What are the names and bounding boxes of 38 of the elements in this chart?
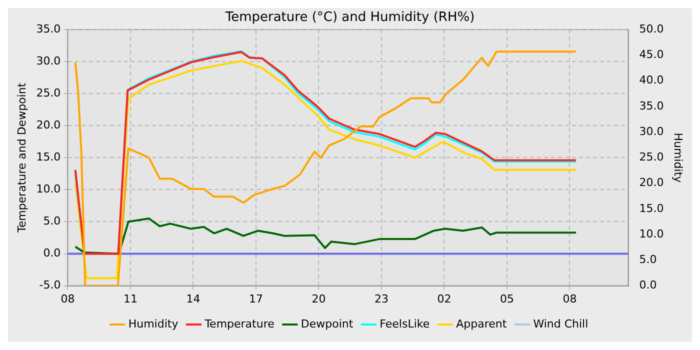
y2-axis-title: Humidity [672, 132, 685, 184]
x-tick-label: 05 [500, 292, 514, 306]
x-tick-label: 08 [60, 292, 75, 306]
chart-title: Temperature (°C) and Humidity (RH%) [224, 10, 475, 26]
y-tick-label: 35.0 [36, 22, 61, 36]
y-tick-label: 5.0 [43, 214, 61, 228]
y2-tick-label: 20.0 [639, 176, 664, 190]
y2-tick-label: 5.0 [639, 253, 657, 266]
y-tick-label: 15.0 [36, 150, 61, 164]
y-tick-label: 10.0 [36, 182, 61, 196]
y2-tick-label: 15.0 [639, 202, 664, 215]
y2-tick-label: 35.0 [639, 99, 664, 112]
x-tick-label: 23 [374, 292, 388, 306]
legend-label: Temperature [204, 317, 275, 330]
y2-tick-label: 0.0 [639, 278, 657, 292]
x-tick-label: 02 [437, 292, 452, 306]
x-tick-label: 08 [562, 292, 577, 306]
y2-tick-label: 50.0 [639, 22, 664, 36]
y-tick-label: 30.0 [36, 54, 61, 68]
legend-label: Wind Chill [533, 317, 588, 330]
x-tick-label: 14 [186, 292, 200, 306]
legend-label: FeelsLike [380, 317, 430, 330]
y-tick-label: -5.0 [39, 278, 61, 292]
x-tick-label: 20 [312, 292, 326, 306]
legend-label: Humidity [128, 317, 179, 330]
legend-label: Apparent [456, 317, 508, 330]
legend-label: Dewpoint [300, 317, 354, 330]
y-axis-title: Temperature and Dewpoint [15, 82, 28, 234]
y-tick-label: 25.0 [36, 86, 61, 100]
y-tick-label: 0.0 [43, 246, 61, 260]
y2-tick-label: 10.0 [639, 227, 664, 240]
y2-tick-label: 45.0 [639, 48, 664, 62]
y-tick-label: 20.0 [36, 118, 61, 132]
y2-tick-label: 25.0 [639, 150, 664, 164]
x-tick-label: 11 [123, 292, 138, 306]
y2-tick-label: 30.0 [639, 124, 664, 138]
y2-tick-label: 40.0 [639, 74, 664, 87]
x-tick-label: 17 [248, 292, 263, 306]
